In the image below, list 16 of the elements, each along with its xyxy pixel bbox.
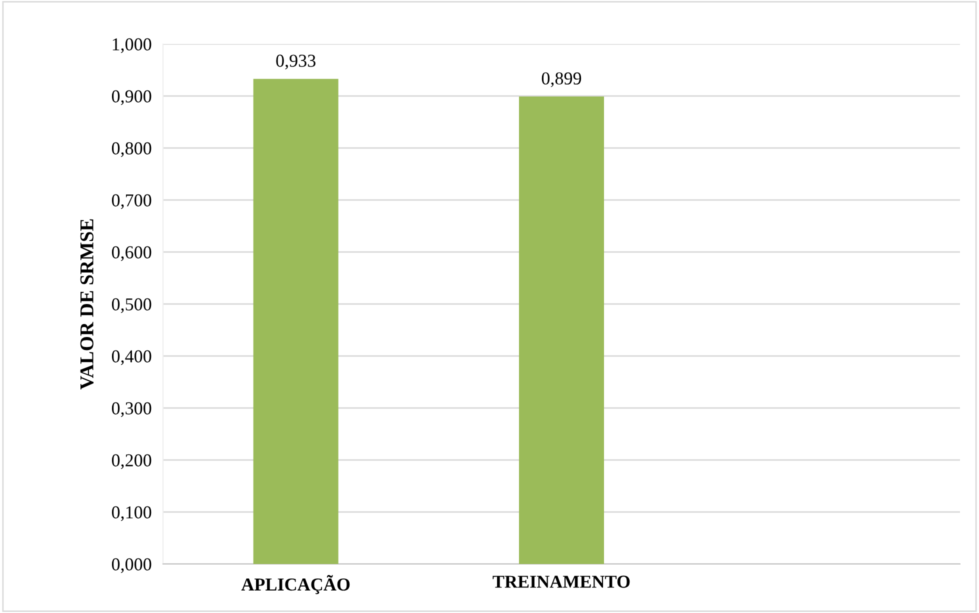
y-tick-label: 0,000 xyxy=(112,558,152,574)
y-tick-label: 0,700 xyxy=(112,194,152,210)
text: 0,899 xyxy=(542,72,582,88)
y-tick-label: 0,800 xyxy=(112,142,152,158)
x-tick-label: APLICAÇÃO xyxy=(241,574,350,594)
x-tick-label: TREINAMENTO xyxy=(492,576,630,588)
y-tick-label: 0,200 xyxy=(112,454,152,470)
y-tick-label: 0,500 xyxy=(112,298,152,314)
y-tick-label: 0,400 xyxy=(112,350,152,366)
text: 0,933 xyxy=(276,54,316,70)
y-tick-label: 0,600 xyxy=(112,246,152,262)
y-tick-label: 0,300 xyxy=(112,402,152,418)
y-tick-label: 1,000 xyxy=(112,38,152,54)
y-axis-title: VALOR DE SRMSE xyxy=(80,219,94,390)
y-tick-label: 0,100 xyxy=(112,506,152,522)
y-tick-label: 0,900 xyxy=(112,90,152,106)
